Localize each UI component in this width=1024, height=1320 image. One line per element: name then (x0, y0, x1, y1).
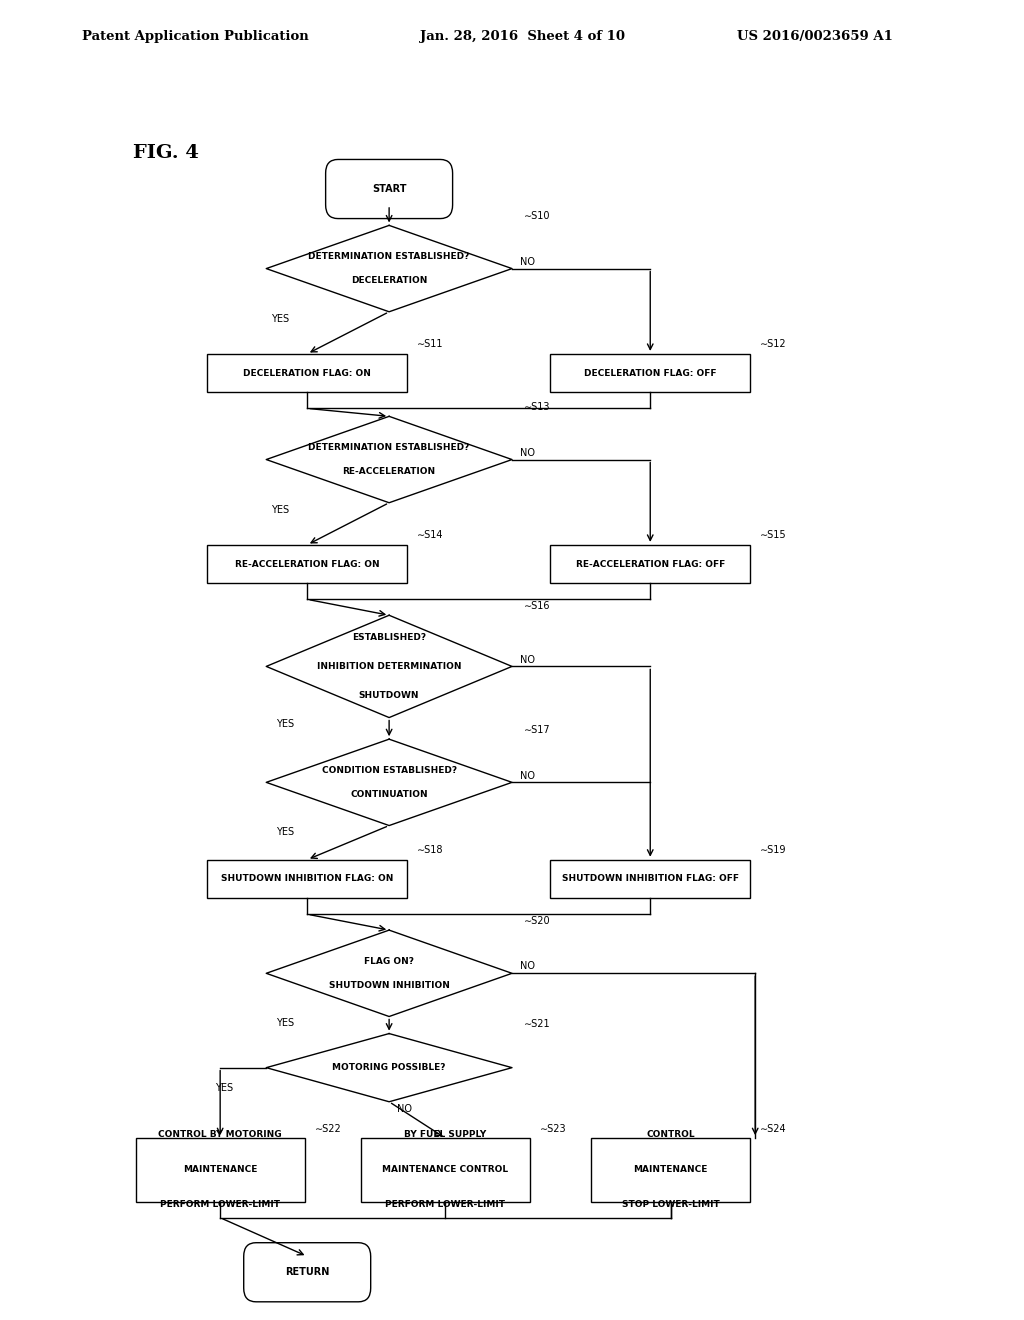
Text: CONTROL BY MOTORING: CONTROL BY MOTORING (159, 1130, 282, 1139)
Text: MOTORING POSSIBLE?: MOTORING POSSIBLE? (333, 1063, 445, 1072)
FancyBboxPatch shape (244, 1242, 371, 1302)
Text: DETERMINATION ESTABLISHED?: DETERMINATION ESTABLISHED? (308, 252, 470, 261)
Text: YES: YES (276, 719, 295, 730)
Text: CONTINUATION: CONTINUATION (350, 789, 428, 799)
Text: ∼S15: ∼S15 (760, 531, 787, 540)
Polygon shape (266, 1034, 512, 1102)
Text: INHIBITION DETERMINATION: INHIBITION DETERMINATION (316, 661, 462, 671)
Text: FLAG ON?: FLAG ON? (365, 957, 414, 966)
Text: YES: YES (215, 1084, 233, 1093)
Polygon shape (266, 615, 512, 718)
Text: RE-ACCELERATION: RE-ACCELERATION (343, 467, 435, 477)
Polygon shape (266, 931, 512, 1016)
Text: NO: NO (520, 961, 536, 972)
FancyBboxPatch shape (551, 859, 750, 899)
Text: ∼S10: ∼S10 (524, 211, 551, 220)
Text: ∼S17: ∼S17 (524, 725, 551, 735)
Text: DECELERATION: DECELERATION (351, 276, 427, 285)
FancyBboxPatch shape (551, 354, 750, 392)
Polygon shape (266, 739, 512, 825)
Text: ∼S16: ∼S16 (524, 601, 551, 611)
Text: ∼S11: ∼S11 (418, 339, 443, 350)
Text: ∼S12: ∼S12 (760, 339, 787, 350)
Text: ∼S20: ∼S20 (524, 916, 551, 925)
Text: YES: YES (271, 314, 290, 323)
FancyBboxPatch shape (207, 545, 407, 583)
Text: DETERMINATION ESTABLISHED?: DETERMINATION ESTABLISHED? (308, 444, 470, 451)
Text: YES: YES (271, 504, 290, 515)
Text: START: START (372, 183, 407, 194)
Text: SHUTDOWN INHIBITION FLAG: OFF: SHUTDOWN INHIBITION FLAG: OFF (562, 874, 738, 883)
Text: RE-ACCELERATION FLAG: OFF: RE-ACCELERATION FLAG: OFF (575, 560, 725, 569)
Text: NO: NO (520, 447, 536, 458)
Text: US 2016/0023659 A1: US 2016/0023659 A1 (737, 30, 893, 44)
Text: SHUTDOWN INHIBITION: SHUTDOWN INHIBITION (329, 981, 450, 990)
Text: ∼S22: ∼S22 (315, 1123, 342, 1134)
Text: ∼S21: ∼S21 (524, 1019, 551, 1030)
Text: ESTABLISHED?: ESTABLISHED? (352, 634, 426, 643)
Text: Jan. 28, 2016  Sheet 4 of 10: Jan. 28, 2016 Sheet 4 of 10 (420, 30, 625, 44)
Text: ∼S18: ∼S18 (418, 845, 443, 855)
Text: SHUTDOWN: SHUTDOWN (358, 690, 420, 700)
Text: MAINTENANCE: MAINTENANCE (634, 1166, 708, 1175)
Text: RE-ACCELERATION FLAG: ON: RE-ACCELERATION FLAG: ON (234, 560, 380, 569)
Text: NO: NO (520, 257, 536, 267)
FancyBboxPatch shape (135, 1138, 305, 1201)
FancyBboxPatch shape (326, 160, 453, 219)
Text: NO: NO (520, 655, 536, 664)
Text: ∼S13: ∼S13 (524, 401, 551, 412)
FancyBboxPatch shape (551, 545, 750, 583)
Text: YES: YES (276, 1018, 295, 1028)
Text: STOP LOWER-LIMIT: STOP LOWER-LIMIT (622, 1200, 720, 1209)
Text: PERFORM LOWER-LIMIT: PERFORM LOWER-LIMIT (385, 1200, 506, 1209)
Text: ∼S23: ∼S23 (541, 1123, 567, 1134)
FancyBboxPatch shape (592, 1138, 750, 1201)
Text: ∼S14: ∼S14 (418, 531, 443, 540)
Text: MAINTENANCE: MAINTENANCE (183, 1166, 257, 1175)
Text: ∼S19: ∼S19 (760, 845, 786, 855)
Text: BY FUEL SUPPLY: BY FUEL SUPPLY (404, 1130, 486, 1139)
Text: DECELERATION FLAG: OFF: DECELERATION FLAG: OFF (584, 368, 717, 378)
Text: YES: YES (276, 828, 295, 837)
Text: DECELERATION FLAG: ON: DECELERATION FLAG: ON (244, 368, 371, 378)
FancyBboxPatch shape (360, 1138, 530, 1201)
Text: Patent Application Publication: Patent Application Publication (82, 30, 308, 44)
Text: MAINTENANCE CONTROL: MAINTENANCE CONTROL (382, 1166, 509, 1175)
FancyBboxPatch shape (207, 354, 407, 392)
Polygon shape (266, 416, 512, 503)
Text: NO: NO (520, 771, 536, 780)
FancyBboxPatch shape (207, 859, 407, 899)
Text: SHUTDOWN INHIBITION FLAG: ON: SHUTDOWN INHIBITION FLAG: ON (221, 874, 393, 883)
Text: ∼S24: ∼S24 (760, 1123, 787, 1134)
Text: NO: NO (397, 1104, 413, 1114)
Text: FIG. 4: FIG. 4 (133, 144, 199, 161)
Text: RETURN: RETURN (285, 1267, 330, 1278)
Text: PERFORM LOWER-LIMIT: PERFORM LOWER-LIMIT (160, 1200, 281, 1209)
Text: CONTROL: CONTROL (646, 1130, 695, 1139)
Text: CONDITION ESTABLISHED?: CONDITION ESTABLISHED? (322, 766, 457, 775)
Polygon shape (266, 226, 512, 312)
